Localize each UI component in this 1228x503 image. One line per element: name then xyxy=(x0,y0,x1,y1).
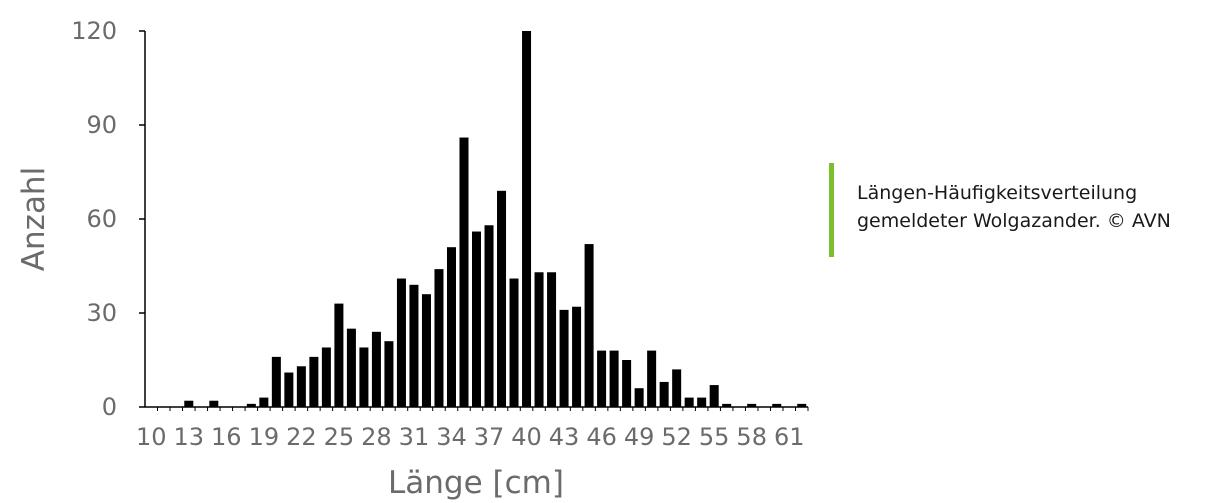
bar-54 xyxy=(697,397,707,407)
bar-60 xyxy=(772,403,782,407)
bar-41 xyxy=(534,272,544,407)
x-tick-label: 46 xyxy=(586,423,617,451)
x-tick-label: 52 xyxy=(661,423,692,451)
bars-group xyxy=(184,31,807,407)
bar-19 xyxy=(259,397,269,407)
bar-35 xyxy=(459,137,469,407)
bar-48 xyxy=(622,360,632,407)
bar-43 xyxy=(559,309,569,407)
bar-30 xyxy=(396,278,406,407)
bar-47 xyxy=(609,350,619,407)
bar-51 xyxy=(659,381,669,407)
bar-44 xyxy=(572,306,582,407)
x-tick-label: 43 xyxy=(549,423,580,451)
bar-39 xyxy=(509,278,519,407)
bar-13 xyxy=(184,400,194,407)
bar-25 xyxy=(334,303,344,407)
bar-62 xyxy=(797,403,807,407)
y-axis-ticks: 0 30 60 90 120 xyxy=(71,17,145,421)
bar-40 xyxy=(522,31,532,407)
bar-15 xyxy=(209,400,219,407)
x-tick-label: 22 xyxy=(286,423,317,451)
y-tick-label: 90 xyxy=(86,111,117,139)
bar-50 xyxy=(647,350,657,407)
bar-56 xyxy=(722,403,732,407)
y-tick-label: 120 xyxy=(71,17,117,45)
figure-caption: Längen-Häufigkeitsverteilung gemeldeter … xyxy=(829,163,1225,257)
bar-33 xyxy=(434,269,444,407)
x-tick-label: 25 xyxy=(324,423,355,451)
bar-49 xyxy=(634,388,644,407)
x-tick-label: 55 xyxy=(699,423,730,451)
bar-32 xyxy=(421,294,431,407)
x-tick-label: 34 xyxy=(436,423,467,451)
bar-37 xyxy=(484,225,494,407)
x-tick-label: 16 xyxy=(211,423,242,451)
bar-20 xyxy=(271,356,281,407)
x-tick-label: 10 xyxy=(136,423,167,451)
x-tick-label: 19 xyxy=(249,423,280,451)
x-tick-label: 31 xyxy=(399,423,430,451)
x-tick-label: 49 xyxy=(624,423,655,451)
bar-28 xyxy=(371,331,381,407)
bar-34 xyxy=(446,247,456,407)
y-tick-label: 0 xyxy=(102,393,117,421)
bar-18 xyxy=(246,403,256,407)
bar-38 xyxy=(497,190,507,407)
x-tick-label: 37 xyxy=(474,423,505,451)
bar-55 xyxy=(709,385,719,407)
bar-52 xyxy=(672,369,682,407)
bar-31 xyxy=(409,284,419,407)
caption-text: Längen-Häufigkeitsverteilung gemeldeter … xyxy=(857,182,1171,232)
bar-45 xyxy=(584,244,594,407)
x-tick-label: 58 xyxy=(736,423,767,451)
bar-24 xyxy=(321,347,331,407)
bar-27 xyxy=(359,347,369,407)
x-axis-title: Länge [cm] xyxy=(388,465,564,501)
bar-23 xyxy=(309,356,319,407)
y-tick-label: 60 xyxy=(86,205,117,233)
x-tick-label: 40 xyxy=(511,423,542,451)
bar-29 xyxy=(384,341,394,407)
bar-53 xyxy=(684,397,694,407)
bar-46 xyxy=(597,350,607,407)
x-tick-label: 13 xyxy=(174,423,205,451)
x-tick-label: 28 xyxy=(361,423,392,451)
bar-58 xyxy=(747,403,757,407)
y-axis-title: Anzahl xyxy=(16,167,52,271)
caption-accent-bar xyxy=(829,163,834,257)
y-tick-label: 30 xyxy=(86,299,117,327)
x-tick-label: 61 xyxy=(774,423,805,451)
bar-22 xyxy=(296,366,306,407)
bar-26 xyxy=(346,328,356,407)
bar-36 xyxy=(472,231,482,407)
x-axis-ticks: 10 13 16 19 22 25 28 31 34 37 40 43 46 49 52 55 58 61 xyxy=(136,407,809,451)
bar-21 xyxy=(284,372,294,407)
bar-42 xyxy=(547,272,557,407)
